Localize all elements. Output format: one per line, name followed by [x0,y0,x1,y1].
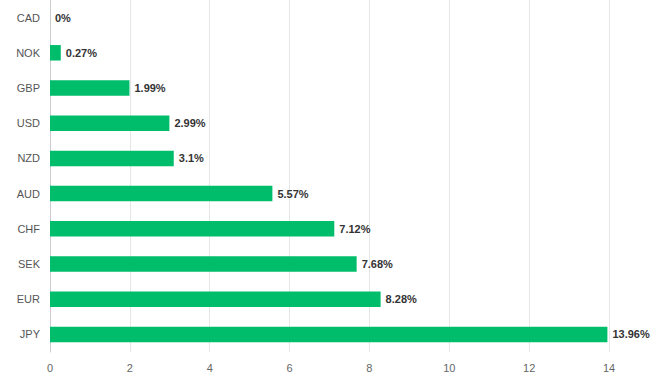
svg-text:NZD: NZD [17,152,40,164]
svg-text:USD: USD [17,117,40,129]
svg-text:8: 8 [366,362,372,374]
svg-text:6: 6 [287,362,293,374]
svg-text:5.57%: 5.57% [277,188,308,200]
svg-text:10: 10 [443,362,455,374]
svg-text:4: 4 [207,362,213,374]
svg-text:EUR: EUR [17,293,40,305]
svg-text:JPY: JPY [20,328,41,340]
svg-text:7.12%: 7.12% [339,223,370,235]
svg-text:0%: 0% [55,12,71,24]
svg-text:CHF: CHF [17,223,40,235]
svg-text:12: 12 [523,362,535,374]
svg-text:0.27%: 0.27% [66,47,97,59]
svg-text:1.99%: 1.99% [134,82,165,94]
svg-text:7.68%: 7.68% [362,258,393,270]
svg-text:0: 0 [47,362,53,374]
svg-text:AUD: AUD [17,188,40,200]
svg-text:NOK: NOK [16,47,41,59]
svg-text:2: 2 [127,362,133,374]
svg-text:SEK: SEK [18,258,41,270]
svg-text:13.96%: 13.96% [612,328,650,340]
svg-text:2.99%: 2.99% [174,117,205,129]
svg-text:GBP: GBP [17,82,40,94]
svg-text:14: 14 [603,362,615,374]
svg-text:8.28%: 8.28% [386,293,417,305]
svg-text:CAD: CAD [17,12,40,24]
svg-text:3.1%: 3.1% [179,152,204,164]
